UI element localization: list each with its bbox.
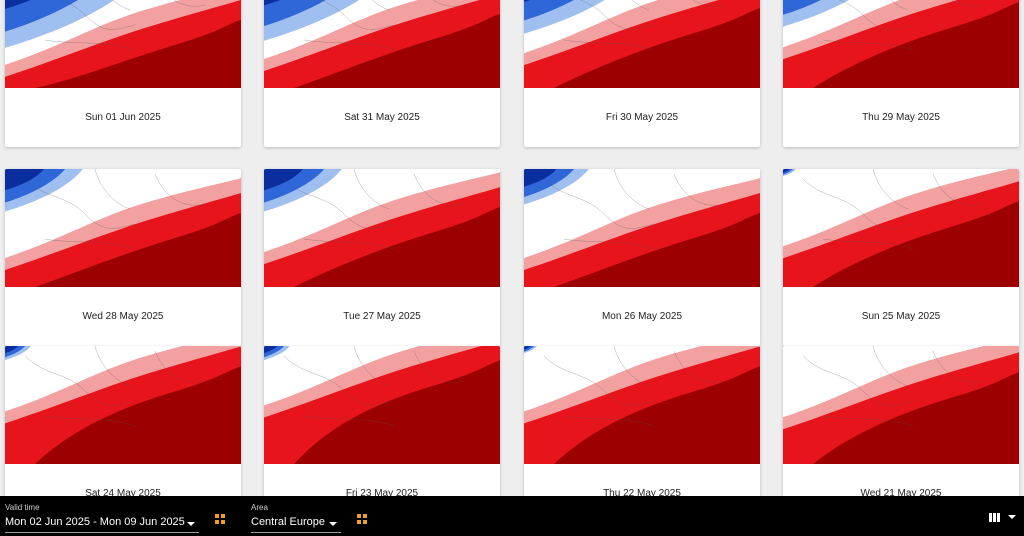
bottom-toolbar: Valid time Mon 02 Jun 2025 - Mon 09 Jun … [0,496,1024,536]
map-card-date: Mon 26 May 2025 [601,311,683,322]
anomaly-map-image [524,346,760,464]
area-select[interactable]: Area Central Europe [251,496,341,536]
map-card-date: Sat 24 May 2025 [85,488,161,496]
map-card-date: Wed 28 May 2025 [82,311,164,322]
map-card[interactable]: Wed 28 May 2025 [5,169,241,346]
anomaly-map-image [5,0,241,88]
map-card-date: Thu 29 May 2025 [862,112,940,123]
area-value: Central Europe [251,516,325,528]
area-grid-icon[interactable] [357,514,367,524]
area-label: Area [251,503,268,512]
valid-time-value: Mon 02 Jun 2025 - Mon 09 Jun 2025 [5,516,185,528]
columns-icon [989,513,1001,522]
chevron-down-icon [187,522,195,526]
valid-time-label: Valid time [5,503,40,512]
map-card-date: Wed 21 May 2025 [860,488,942,496]
map-card-date: Sun 25 May 2025 [861,311,941,322]
map-card[interactable]: Thu 22 May 2025 [524,346,760,496]
anomaly-map-image [524,0,760,88]
chevron-down-icon [1008,515,1016,519]
map-card-date: Fri 30 May 2025 [605,112,679,123]
anomaly-map-image [524,169,760,287]
anomaly-map-image [264,0,500,88]
map-card-date: Sat 31 May 2025 [344,112,420,123]
map-card[interactable]: Fri 30 May 2025 [524,0,760,147]
map-card[interactable]: Sun 25 May 2025 [783,169,1019,346]
anomaly-map-image [783,346,1019,464]
map-card[interactable]: Sat 24 May 2025 [5,346,241,496]
map-card-date: Fri 23 May 2025 [345,488,419,496]
map-card[interactable]: Wed 21 May 2025 [783,346,1019,496]
layout-menu-button[interactable] [989,512,1019,526]
map-card[interactable]: Tue 27 May 2025 [264,169,500,346]
anomaly-map-image [264,169,500,287]
map-card[interactable]: Sat 31 May 2025 [264,0,500,147]
map-card-date: Thu 22 May 2025 [603,488,681,496]
anomaly-map-image [783,0,1019,88]
anomaly-map-image [783,169,1019,287]
area-underline [251,532,341,533]
anomaly-map-image [264,346,500,464]
map-card[interactable]: Thu 29 May 2025 [783,0,1019,147]
anomaly-map-image [5,346,241,464]
map-card[interactable]: Fri 23 May 2025 [264,346,500,496]
anomaly-map-image [5,169,241,287]
map-card-date: Sun 01 Jun 2025 [85,112,161,123]
valid-time-underline [5,532,199,533]
valid-time-select[interactable]: Valid time Mon 02 Jun 2025 - Mon 09 Jun … [5,496,199,536]
valid-time-grid-icon[interactable] [215,514,225,524]
map-card[interactable]: Sun 01 Jun 2025 [5,0,241,147]
map-card-date: Tue 27 May 2025 [343,311,421,322]
chevron-down-icon [329,522,337,526]
map-card-grid: Sun 01 Jun 2025 Sat 31 May 2025 Fri 30 May… [5,0,1019,496]
map-card[interactable]: Mon 26 May 2025 [524,169,760,346]
